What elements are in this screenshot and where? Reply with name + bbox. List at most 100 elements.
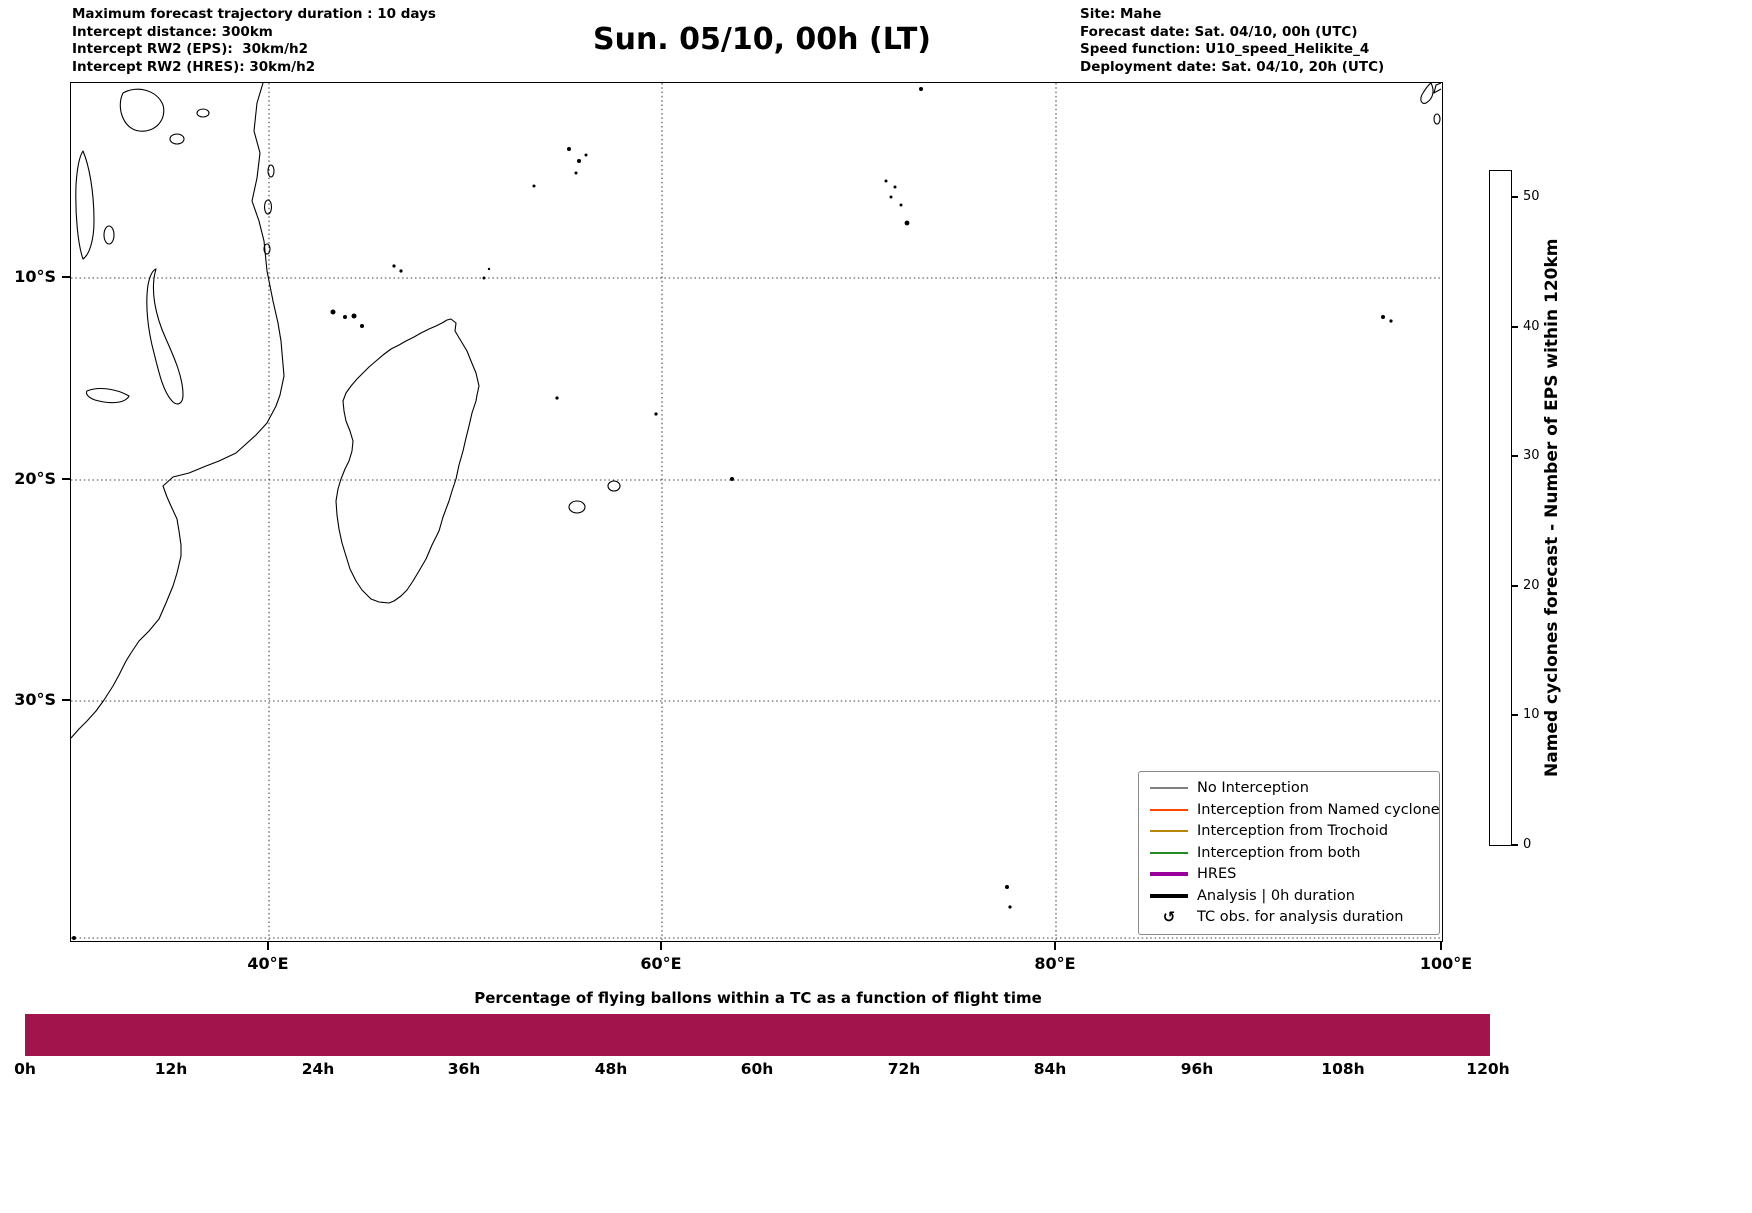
colorbar-tick-label-50: 50 [1523,189,1540,204]
bc-xtick-0h: 0h [14,1060,36,1078]
cocos-island-2 [1389,319,1393,323]
st-paul-island [1008,905,1012,909]
bc-xtick-24h: 24h [301,1060,335,1078]
farquhar-islet [482,276,486,280]
mauritius-island [607,480,621,492]
tc-obs-rotation-icon: ↺ [1162,907,1176,926]
rodrigues-island [730,477,734,481]
map-axes: No Interception Interception from Named … [70,82,1443,942]
lake-cahora-bassa [85,387,130,404]
chagos-diego-garcia [904,220,910,226]
zanzibar-island [263,199,273,215]
bottom-chart-title: Percentage of flying ballons within a TC… [474,989,1042,1007]
legend-item-both: Interception from both [1143,842,1435,864]
legend-item-label: Interception from Named cyclone [1197,801,1440,818]
colorbar-tick-30 [1512,455,1518,457]
legend-line-gray [1150,787,1188,790]
annotation-left: Maximum forecast trajectory duration : 1… [72,6,436,76]
amsterdam-island [1005,885,1009,889]
bc-xtick-36h: 36h [447,1060,481,1078]
xtick-80E [1054,942,1056,950]
colorbar-tick-50 [1512,196,1518,198]
lake-small-1 [169,133,185,145]
colorbar-axis-label: Named cyclones forecast - Number of EPS … [1542,238,1562,778]
gridlines [71,83,1441,940]
legend-line-orange [1150,808,1188,811]
colorbar-tick-40 [1512,326,1518,328]
legend-item-hres: HRES [1143,864,1435,886]
xtick-label-80E: 80°E [1034,954,1076,973]
legend-item-label: TC obs. for analysis duration [1197,909,1404,926]
mafia-island [263,243,271,255]
chagos-2 [893,185,897,189]
annotation-right-line-1: Site: Mahe [1080,6,1162,22]
xtick-label-60E: 60°E [640,954,682,973]
lake-rukwa [103,225,115,245]
annotation-right-line-3: Speed function: U10_speed_Helikite_4 [1080,41,1370,57]
legend-item-label: No Interception [1197,780,1309,797]
annotation-right-line-2: Forecast date: Sat. 04/10, 00h (UTC) [1080,23,1358,40]
flight-time-bar [25,1014,1490,1056]
colorbar-tick-20 [1512,585,1518,587]
colorbar-tick-label-0: 0 [1523,837,1532,852]
xtick-label-40E: 40°E [247,954,289,973]
comoros-grande-comore [330,309,336,315]
legend-line-black [1150,893,1188,898]
chagos-3 [889,195,893,199]
lake-victoria [119,88,165,132]
lake-malawi [146,268,184,405]
glorioso-2 [399,269,403,273]
legend-item-label: Interception from both [1197,844,1361,861]
legend-item-trochoid: Interception from Trochoid [1143,821,1435,843]
reunion-island [568,500,586,514]
providence-islet [487,267,491,271]
ytick-label-10S: 10°S [14,267,56,286]
annotation-left-line-4: Intercept RW2 (HRES): 30km/h2 [72,58,316,75]
xtick-40E [267,942,269,950]
legend-item-no-interception: No Interception [1143,778,1435,800]
chagos-4 [899,203,903,207]
colorbar-tick-label-30: 30 [1523,448,1540,463]
coastlines [71,83,1441,739]
seychelles-2 [577,159,581,163]
annotation-left-line-3: Intercept RW2 (EPS): 30km/h2 [72,41,308,57]
pemba-island [267,164,275,178]
legend: No Interception Interception from Named … [1138,770,1440,935]
ytick-30S [62,699,70,701]
tromelin-islet [555,396,559,400]
bc-xtick-72h: 72h [887,1060,921,1078]
bc-xtick-120h: 120h [1466,1060,1510,1078]
map-canvas [71,83,1441,940]
ytick-20S [62,478,70,480]
bc-xtick-96h: 96h [1180,1060,1214,1078]
figure-title: Sun. 05/10, 00h (LT) [592,22,932,57]
seychelles-1 [567,147,571,151]
xtick-60E [660,942,662,950]
bc-xtick-12h: 12h [154,1060,188,1078]
bc-xtick-60h: 60h [740,1060,774,1078]
colorbar-tick-label-40: 40 [1523,319,1540,334]
maldives-islet [919,87,923,91]
legend-line-darkyellow [1150,830,1188,833]
seychelles-3 [574,171,578,175]
xtick-label-100E: 100°E [1419,954,1473,973]
africa-coastline [71,83,285,739]
bc-xtick-84h: 84h [1033,1060,1067,1078]
st-brandon-islet [654,412,658,416]
bc-xtick-108h: 108h [1321,1060,1365,1078]
legend-line-green [1150,851,1188,854]
ytick-label-30S: 30°S [14,690,56,709]
mayotte-island [360,324,364,328]
annotation-right-line-4: Deployment date: Sat. 04/10, 20h (UTC) [1080,58,1385,75]
xtick-100E [1440,942,1442,950]
legend-item-label: Analysis | 0h duration [1197,887,1355,904]
sumatra-fragment-1 [1420,83,1434,104]
lake-small-2 [196,108,210,118]
chagos-1 [884,179,888,183]
annotation-right: Site: Mahe Forecast date: Sat. 04/10, 00… [1080,6,1384,76]
colorbar-tick-0 [1512,844,1518,846]
annotation-left-line-1: Maximum forecast trajectory duration : 1… [72,6,436,22]
corner-dot [72,936,76,940]
sumatra-islet [1433,113,1441,125]
